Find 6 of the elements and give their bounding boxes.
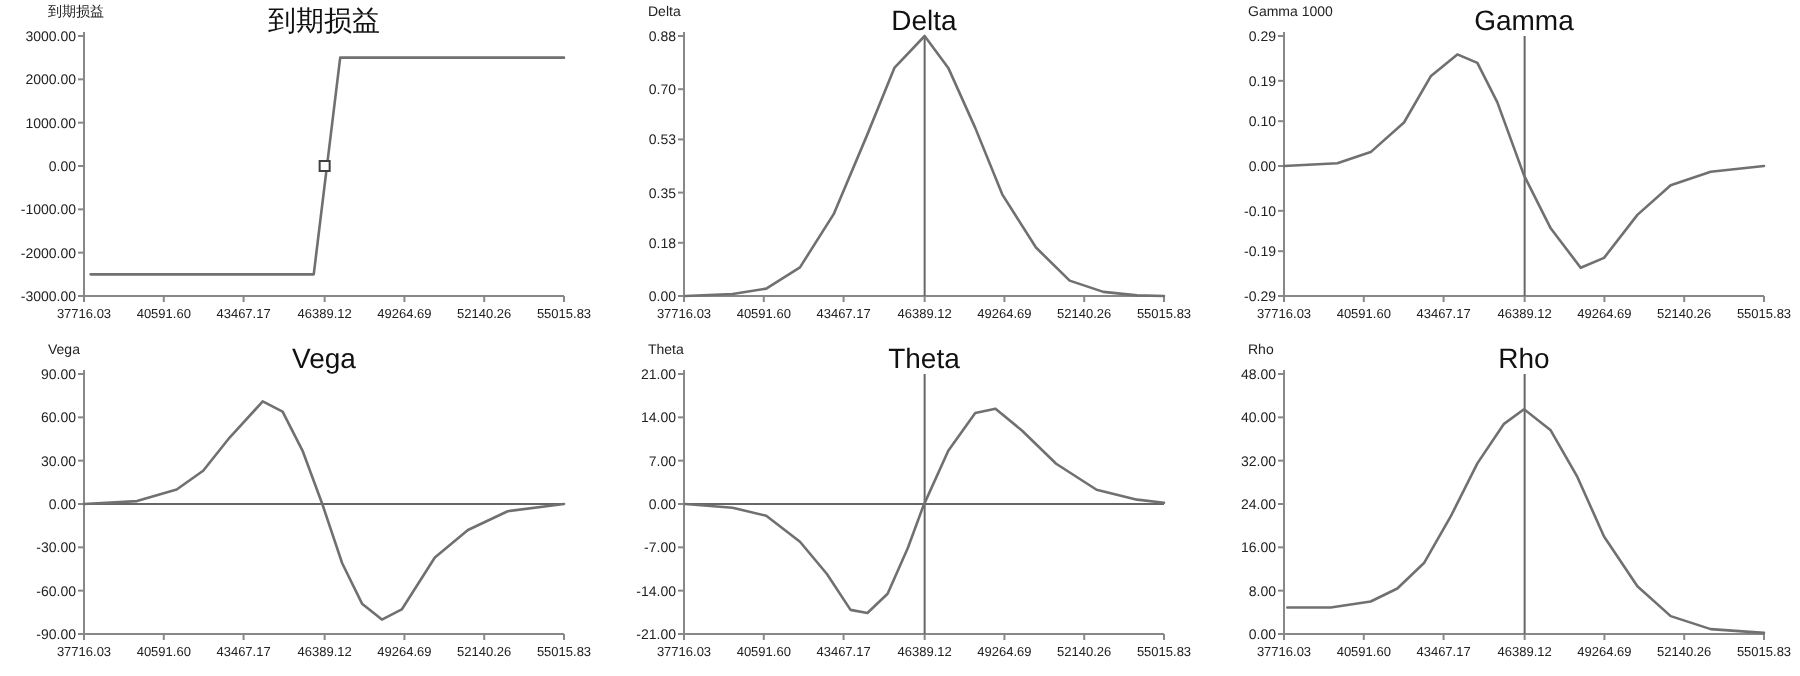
chart-title: Delta <box>891 4 958 36</box>
chart-title: Rho <box>1498 342 1551 374</box>
chart-title: Vega <box>292 342 357 374</box>
chart-title: Gamma <box>1474 4 1575 36</box>
chart-title: Theta <box>888 342 961 374</box>
chart-title: 到期损益 <box>268 4 380 36</box>
